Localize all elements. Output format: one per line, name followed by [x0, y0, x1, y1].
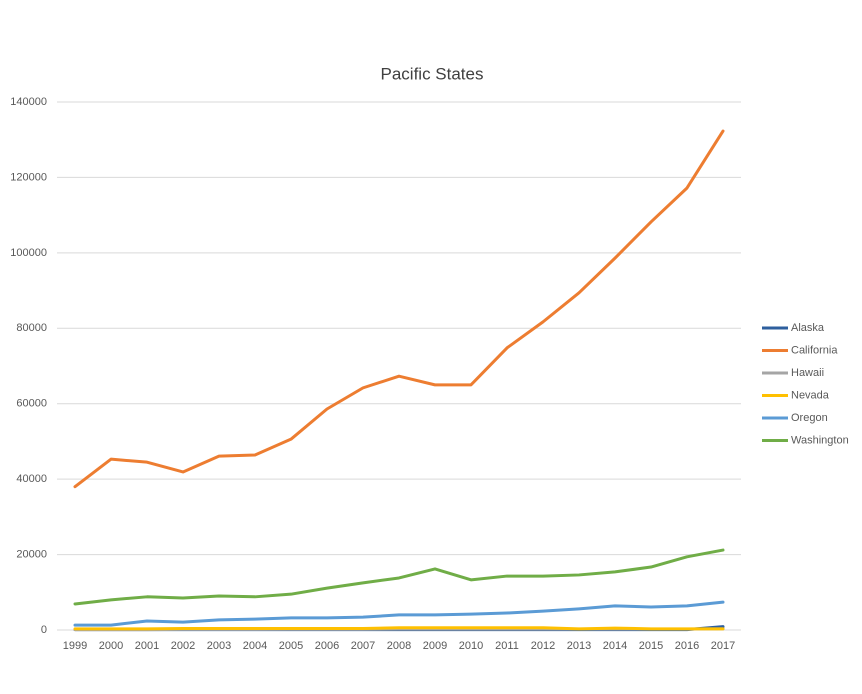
- x-tick-label: 2015: [639, 640, 663, 652]
- line-series: [73, 626, 725, 631]
- x-tick-label: 2009: [423, 640, 447, 652]
- x-tick-label: 2000: [99, 640, 123, 652]
- y-tick-label: 80000: [16, 322, 47, 334]
- legend-label: Alaska: [791, 322, 825, 334]
- x-tick-label: 2010: [459, 640, 483, 652]
- x-tick-label: 2001: [135, 640, 159, 652]
- x-tick-label: 2017: [711, 640, 735, 652]
- x-tick-label: 2016: [675, 640, 699, 652]
- legend-label: Washington: [791, 434, 849, 446]
- x-tick-label: 2012: [531, 640, 555, 652]
- x-tick-label: 2008: [387, 640, 411, 652]
- x-tick-label: 2006: [315, 640, 339, 652]
- line-series: [73, 600, 725, 627]
- y-tick-label: 40000: [16, 473, 47, 485]
- x-tick-label: 2013: [567, 640, 591, 652]
- y-tick-label: 100000: [10, 247, 47, 259]
- legend-label: Hawaii: [791, 367, 824, 379]
- x-tick-label: 2014: [603, 640, 627, 652]
- line-series: [73, 548, 725, 606]
- y-tick-label: 140000: [10, 96, 47, 108]
- x-tick-label: 2002: [171, 640, 195, 652]
- line-series: [73, 129, 725, 489]
- y-tick-label: 20000: [16, 548, 47, 560]
- x-tick-label: 2011: [495, 640, 519, 652]
- y-tick-label: 0: [41, 624, 47, 636]
- x-tick-label: 2003: [207, 640, 231, 652]
- chart-title: Pacific States: [381, 64, 484, 83]
- y-tick-label: 60000: [16, 398, 47, 410]
- x-tick-label: 2004: [243, 640, 267, 652]
- legend-label: California: [791, 344, 838, 356]
- x-tick-label: 2005: [279, 640, 303, 652]
- y-tick-label: 120000: [10, 171, 47, 183]
- legend-label: Nevada: [791, 389, 830, 401]
- x-tick-label: 1999: [63, 640, 87, 652]
- legend-label: Oregon: [791, 412, 828, 424]
- x-tick-label: 2007: [351, 640, 375, 652]
